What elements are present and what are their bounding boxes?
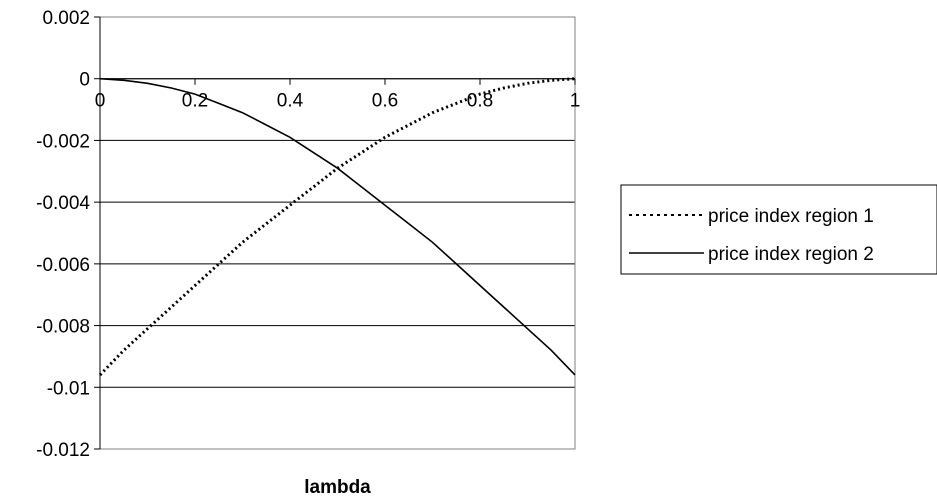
grid-lines xyxy=(100,17,575,449)
series-lines xyxy=(100,79,575,375)
x-tick-label: 0.6 xyxy=(372,91,398,112)
x-tick-label: 0.4 xyxy=(277,91,304,112)
x-tick-label: 1 xyxy=(570,91,581,112)
legend-label-region-1: price index region 1 xyxy=(708,206,874,227)
x-tick-label: 0 xyxy=(95,91,106,112)
y-tick-label: -0.004 xyxy=(36,193,90,214)
x-axis-title: lambda xyxy=(304,477,371,498)
legend-label-region-2: price index region 2 xyxy=(708,244,874,265)
series-line-region-1 xyxy=(100,79,575,375)
legend: price index region 1 price index region 2 xyxy=(621,185,937,274)
plot-area-border xyxy=(100,17,575,449)
y-tick-label: -0.01 xyxy=(47,378,90,399)
y-axis: 0.002 0 -0.002 -0.004 -0.006 -0.008 -0.01 -0.01… xyxy=(36,8,100,461)
y-tick-label: -0.008 xyxy=(36,317,90,338)
series-line-region-2 xyxy=(100,79,575,375)
y-tick-label: 0.002 xyxy=(42,8,90,29)
y-tick-label: -0.006 xyxy=(36,255,90,276)
y-tick-label: -0.012 xyxy=(36,440,90,461)
y-tick-label: -0.002 xyxy=(36,131,90,152)
y-tick-label: 0 xyxy=(79,70,90,91)
x-axis: 0 0.2 0.4 0.6 0.8 1 xyxy=(95,79,581,112)
